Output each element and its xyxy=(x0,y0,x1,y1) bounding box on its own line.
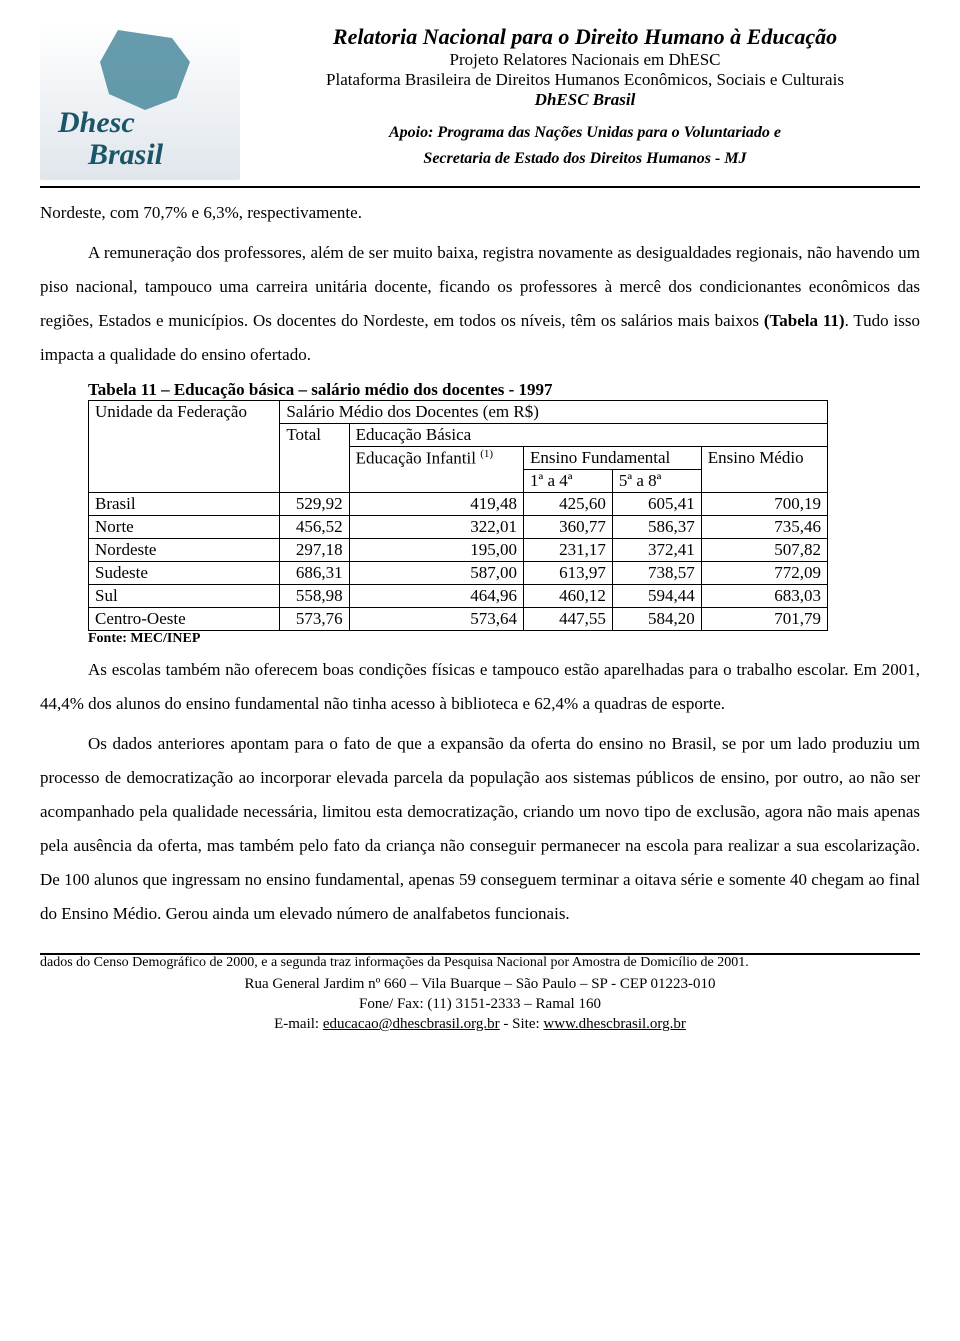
footer-address: Rua General Jardim nº 660 – Vila Buarque… xyxy=(40,974,920,994)
col-1a4: 1ª a 4ª xyxy=(524,470,613,493)
cell-medio: 772,09 xyxy=(701,562,827,585)
table-row: Norte456,52322,01360,77586,37735,46 xyxy=(89,516,828,539)
logo-word-2: Brasil xyxy=(88,138,163,172)
table-row: Sudeste686,31587,00613,97738,57772,09 xyxy=(89,562,828,585)
cell-1a4: 231,17 xyxy=(524,539,613,562)
map-icon xyxy=(100,30,190,110)
cell-1a4: 360,77 xyxy=(524,516,613,539)
col-medio: Ensino Médio xyxy=(701,447,827,493)
cell-1a4: 425,60 xyxy=(524,493,613,516)
document-body: Nordeste, com 70,7% e 6,3%, respectivame… xyxy=(40,196,920,931)
cell-infantil: 195,00 xyxy=(349,539,523,562)
paragraph-4: Os dados anteriores apontam para o fato … xyxy=(40,727,920,931)
row-label: Nordeste xyxy=(89,539,280,562)
col-basica: Educação Básica xyxy=(349,424,827,447)
cell-1a4: 613,97 xyxy=(524,562,613,585)
col-salario: Salário Médio dos Docentes (em R$) xyxy=(280,401,828,424)
table-row: Centro-Oeste573,76573,64447,55584,20701,… xyxy=(89,608,828,631)
header-support-2: Secretaria de Estado dos Direitos Humano… xyxy=(250,150,920,168)
row-label: Norte xyxy=(89,516,280,539)
cell-5a8: 586,37 xyxy=(612,516,701,539)
logo-word-1: Dhesc xyxy=(58,106,135,140)
header-subtitle-2: Plataforma Brasileira de Direitos Humano… xyxy=(250,70,920,90)
col-5a8: 5ª a 8ª xyxy=(612,470,701,493)
salary-table: Unidade da Federação Salário Médio dos D… xyxy=(88,400,828,631)
header-support-1: Apoio: Programa das Nações Unidas para o… xyxy=(250,124,920,142)
col-total: Total xyxy=(280,424,349,493)
cell-infantil: 419,48 xyxy=(349,493,523,516)
footer-site-prefix: - Site: xyxy=(500,1016,544,1032)
cell-5a8: 605,41 xyxy=(612,493,701,516)
cell-medio: 701,79 xyxy=(701,608,827,631)
footer-phone: Fone/ Fax: (11) 3151-2333 – Ramal 160 xyxy=(40,994,920,1014)
page-footer: Rua General Jardim nº 660 – Vila Buarque… xyxy=(40,974,920,1035)
table-header-row-1: Unidade da Federação Salário Médio dos D… xyxy=(89,401,828,424)
col-infantil: Educação Infantil (1) xyxy=(349,447,523,493)
cell-5a8: 584,20 xyxy=(612,608,701,631)
row-label: Centro-Oeste xyxy=(89,608,280,631)
row-label: Sul xyxy=(89,585,280,608)
document-header: Dhesc Brasil Relatoria Nacional para o D… xyxy=(40,20,920,188)
cell-5a8: 594,44 xyxy=(612,585,701,608)
paragraph-1: Nordeste, com 70,7% e 6,3%, respectivame… xyxy=(40,196,920,230)
cell-total: 297,18 xyxy=(280,539,349,562)
cell-5a8: 738,57 xyxy=(612,562,701,585)
footnote: dados do Censo Demográfico de 2000, e a … xyxy=(40,955,920,972)
cell-5a8: 372,41 xyxy=(612,539,701,562)
cell-medio: 683,03 xyxy=(701,585,827,608)
footer-email-prefix: E-mail: xyxy=(274,1016,323,1032)
row-label: Sudeste xyxy=(89,562,280,585)
cell-total: 456,52 xyxy=(280,516,349,539)
cell-infantil: 573,64 xyxy=(349,608,523,631)
paragraph-2-bold: (Tabela 11) xyxy=(764,311,845,330)
cell-medio: 700,19 xyxy=(701,493,827,516)
cell-infantil: 464,96 xyxy=(349,585,523,608)
cell-1a4: 447,55 xyxy=(524,608,613,631)
cell-total: 529,92 xyxy=(280,493,349,516)
footer-contacts: E-mail: educacao@dhescbrasil.org.br - Si… xyxy=(40,1014,920,1034)
cell-1a4: 460,12 xyxy=(524,585,613,608)
footer-site-link[interactable]: www.dhescbrasil.org.br xyxy=(543,1016,685,1032)
header-subtitle-3: DhESC Brasil xyxy=(250,90,920,110)
cell-infantil: 322,01 xyxy=(349,516,523,539)
cell-total: 573,76 xyxy=(280,608,349,631)
row-label: Brasil xyxy=(89,493,280,516)
cell-medio: 507,82 xyxy=(701,539,827,562)
table-source: Fonte: MEC/INEP xyxy=(88,631,920,647)
col-fundamental: Ensino Fundamental xyxy=(524,447,702,470)
table-row: Nordeste297,18195,00231,17372,41507,82 xyxy=(89,539,828,562)
paragraph-3: As escolas também não oferecem boas cond… xyxy=(40,653,920,721)
header-title: Relatoria Nacional para o Direito Humano… xyxy=(250,24,920,50)
cell-medio: 735,46 xyxy=(701,516,827,539)
header-subtitle-1: Projeto Relatores Nacionais em DhESC xyxy=(250,50,920,70)
col-unidade: Unidade da Federação xyxy=(89,401,280,493)
dhesc-logo: Dhesc Brasil xyxy=(40,20,240,180)
table-caption: Tabela 11 – Educação básica – salário mé… xyxy=(40,380,920,400)
cell-total: 686,31 xyxy=(280,562,349,585)
cell-infantil: 587,00 xyxy=(349,562,523,585)
footer-email-link[interactable]: educacao@dhescbrasil.org.br xyxy=(323,1016,500,1032)
table-row: Brasil529,92419,48425,60605,41700,19 xyxy=(89,493,828,516)
cell-total: 558,98 xyxy=(280,585,349,608)
paragraph-2: A remuneração dos professores, além de s… xyxy=(40,236,920,372)
table-row: Sul558,98464,96460,12594,44683,03 xyxy=(89,585,828,608)
header-text-block: Relatoria Nacional para o Direito Humano… xyxy=(250,20,920,168)
